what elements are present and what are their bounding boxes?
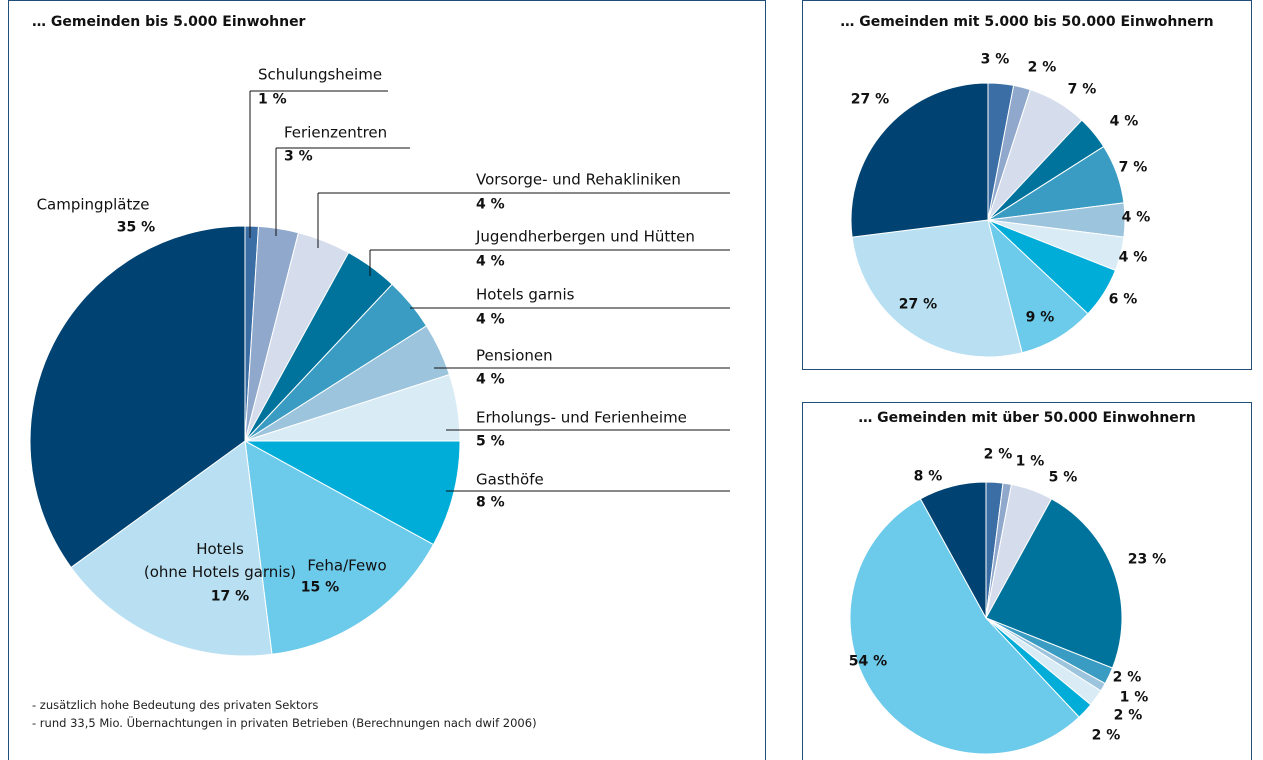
data-label: 8 % (476, 494, 505, 511)
data-label: 2 % (1113, 707, 1143, 724)
data-label: 17 % (210, 588, 250, 605)
data-label: 6 % (1108, 291, 1138, 308)
slice-label: Ferienzentren (284, 123, 388, 142)
data-label: 27 % (898, 296, 938, 313)
pie-slice (849, 498, 1080, 755)
data-label: 1 % (1119, 689, 1149, 706)
data-label: 4 % (1118, 249, 1148, 266)
data-label: 2 % (983, 446, 1013, 463)
pie-slice (919, 481, 987, 619)
data-label: 27 % (850, 91, 890, 108)
data-label: 1 % (258, 91, 287, 108)
data-label: 3 % (284, 148, 313, 165)
slice-label: Vorsorge- und Rehakliniken (476, 170, 681, 189)
data-label: 4 % (476, 371, 505, 388)
slice-label: Jugendherbergen und Hütten (476, 227, 695, 246)
data-label: 7 % (1067, 81, 1097, 98)
data-label: 5 % (1048, 469, 1078, 486)
data-label: 2 % (1112, 669, 1142, 686)
note: - zusätzlich hohe Bedeutung des privaten… (32, 698, 319, 712)
pie-slice (850, 82, 989, 238)
pie-slice (244, 440, 435, 655)
pie-slice (70, 440, 273, 657)
slice-label: Hotels garnis (476, 285, 575, 304)
data-label: 9 % (1025, 309, 1055, 326)
slice-label: Hotels (ohne Hotels garnis) (143, 540, 297, 581)
chart-title: … Gemeinden mit 5.000 bis 50.000 Einwohn… (840, 14, 1214, 30)
panel (8, 0, 766, 760)
slice-label: Gasthöfe (476, 470, 544, 489)
slice-label: Feha/Fewo (307, 556, 387, 575)
data-label: 4 % (476, 196, 505, 213)
slice-label: Pensionen (476, 346, 553, 365)
chart-title: … Gemeinden mit über 50.000 Einwohnern (858, 410, 1196, 426)
panel (802, 402, 1252, 760)
data-label: 2 % (1091, 727, 1121, 744)
data-label: 8 % (913, 468, 943, 485)
pie-slice (851, 219, 1023, 358)
pie-slice (985, 498, 1123, 669)
chart-title: … Gemeinden bis 5.000 Einwohner (32, 14, 306, 30)
data-label: 4 % (1109, 113, 1139, 130)
pie-slice (29, 225, 246, 569)
panel (802, 0, 1252, 370)
data-label: 4 % (476, 253, 505, 270)
pie-slice (244, 440, 461, 546)
data-label: 5 % (476, 433, 505, 450)
data-label: 7 % (1118, 159, 1148, 176)
slice-label: Campingplätze (36, 195, 150, 214)
slice-label: Schulungsheime (258, 65, 383, 84)
data-label: 35 % (116, 219, 156, 236)
note: - rund 33,5 Mio. Übernachtungen in priva… (32, 716, 537, 730)
data-label: 3 % (980, 51, 1010, 68)
data-label: 1 % (1015, 453, 1045, 470)
data-label: 2 % (1027, 59, 1057, 76)
data-label: 15 % (300, 579, 340, 596)
data-label: 23 % (1127, 551, 1167, 568)
data-label: 4 % (476, 311, 505, 328)
data-label: 4 % (1121, 209, 1151, 226)
data-label: 54 % (848, 653, 888, 670)
slice-label: Erholungs- und Ferienheime (476, 408, 687, 427)
